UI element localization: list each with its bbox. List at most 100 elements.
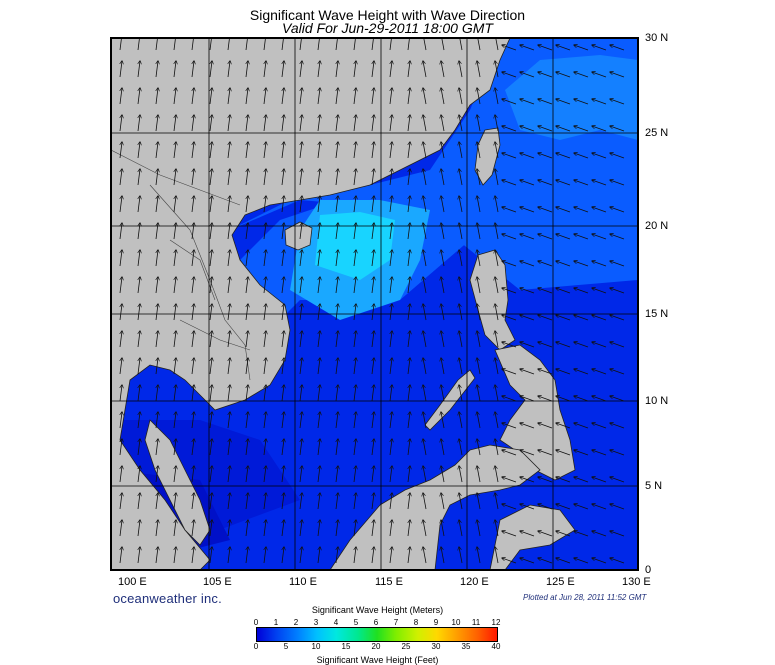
wave-arrow bbox=[138, 547, 140, 564]
wave-arrow bbox=[502, 342, 517, 348]
wave-arrow bbox=[423, 520, 427, 537]
wave-arrow bbox=[300, 223, 302, 240]
wave-arrow bbox=[441, 547, 445, 564]
wave-arrow bbox=[246, 223, 248, 240]
wave-arrow bbox=[441, 412, 445, 429]
wave-arrow bbox=[520, 531, 535, 537]
wave-arrow bbox=[138, 439, 140, 456]
wave-arrow bbox=[282, 412, 284, 429]
wave-arrow bbox=[282, 223, 284, 240]
meter-tick-10: 10 bbox=[451, 618, 461, 627]
wave-arrow bbox=[574, 288, 589, 294]
meter-tick-12: 12 bbox=[491, 618, 501, 627]
wave-arrow bbox=[138, 331, 140, 348]
wave-arrow bbox=[282, 61, 284, 78]
wave-arrow bbox=[408, 250, 410, 267]
wave-arrow bbox=[354, 277, 356, 294]
wave-arrow bbox=[592, 477, 607, 483]
wave-arrow bbox=[318, 250, 320, 267]
wave-arrow bbox=[227, 38, 230, 51]
wave-arrow bbox=[137, 38, 140, 51]
wave-arrow bbox=[174, 223, 176, 240]
wave-arrow bbox=[192, 196, 194, 213]
wave-arrow bbox=[210, 115, 212, 132]
wave-arrow bbox=[372, 520, 374, 537]
wave-arrow bbox=[191, 38, 194, 51]
wave-arrow bbox=[336, 304, 338, 321]
wave-arrow bbox=[300, 304, 302, 321]
wave-arrow bbox=[441, 169, 445, 186]
wave-arrow bbox=[592, 45, 607, 51]
wave-arrow bbox=[423, 88, 427, 105]
wave-arrow bbox=[336, 250, 338, 267]
wave-arrow bbox=[354, 358, 356, 375]
wave-arrow bbox=[138, 250, 140, 267]
wave-arrow bbox=[408, 61, 410, 78]
wave-arrow bbox=[502, 558, 517, 564]
lon-label-125: 125 E bbox=[546, 576, 575, 588]
wave-arrow bbox=[210, 331, 212, 348]
wave-arrow bbox=[441, 466, 445, 483]
lon-label-100: 100 E bbox=[118, 576, 147, 588]
lat-label-25: 25 N bbox=[645, 127, 669, 139]
wave-arrow bbox=[520, 558, 535, 564]
wave-arrow bbox=[210, 412, 212, 429]
wave-arrow bbox=[390, 115, 392, 132]
wave-arrow bbox=[477, 61, 481, 78]
wave-arrow bbox=[318, 358, 320, 375]
wave-arrow bbox=[120, 358, 122, 375]
wave-arrow bbox=[556, 126, 571, 132]
wave-arrow bbox=[120, 88, 122, 105]
wave-arrow bbox=[138, 196, 140, 213]
wave-arrow bbox=[610, 558, 625, 564]
wave-arrow bbox=[408, 493, 410, 510]
wave-arrow bbox=[192, 304, 194, 321]
wave-arrow bbox=[502, 99, 517, 105]
wave-arrow bbox=[556, 99, 571, 105]
wave-arrow bbox=[423, 115, 427, 132]
wave-arrow bbox=[282, 331, 284, 348]
wave-arrow bbox=[520, 153, 535, 159]
wave-arrow bbox=[610, 99, 625, 105]
wave-arrow bbox=[574, 207, 589, 213]
wave-arrow bbox=[120, 223, 122, 240]
wave-arrow bbox=[610, 315, 625, 321]
wave-arrow bbox=[556, 477, 571, 483]
wave-arrow bbox=[192, 466, 194, 483]
wave-arrow bbox=[459, 277, 463, 294]
wave-arrow bbox=[245, 38, 248, 51]
wave-arrow bbox=[300, 358, 302, 375]
wave-arrow bbox=[120, 115, 122, 132]
wave-arrow bbox=[120, 412, 122, 429]
lon-label-115: 115 E bbox=[375, 576, 403, 588]
wave-arrow bbox=[408, 520, 410, 537]
wave-arrow bbox=[389, 38, 392, 51]
wave-arrow bbox=[520, 477, 535, 483]
wave-arrow bbox=[246, 493, 248, 510]
wave-arrow bbox=[264, 223, 266, 240]
wave-arrow bbox=[538, 207, 553, 213]
wave-arrow bbox=[372, 304, 374, 321]
wave-arrow bbox=[592, 261, 607, 267]
wave-arrow bbox=[390, 439, 392, 456]
wave-arrow bbox=[156, 412, 158, 429]
feet-tick-40: 40 bbox=[491, 642, 501, 651]
wave-arrow bbox=[264, 358, 266, 375]
wave-arrow bbox=[264, 520, 266, 537]
hainan-island bbox=[284, 221, 313, 251]
wave-arrow bbox=[174, 493, 176, 510]
wave-arrow bbox=[318, 385, 320, 402]
wave-arrow bbox=[174, 250, 176, 267]
wave-arrow bbox=[495, 61, 499, 78]
wave-arrow bbox=[264, 250, 266, 267]
wave-arrow bbox=[300, 196, 302, 213]
oceanweather-logo: oceanweather inc. bbox=[113, 591, 222, 606]
wave-arrow bbox=[477, 142, 481, 159]
wave-arrow bbox=[574, 99, 589, 105]
feet-tick-25: 25 bbox=[401, 642, 411, 651]
wave-arrow bbox=[228, 304, 230, 321]
wave-arrow bbox=[441, 385, 445, 402]
wave-arrow bbox=[138, 277, 140, 294]
wave-arrow bbox=[574, 45, 589, 51]
wave-arrow bbox=[538, 369, 553, 375]
